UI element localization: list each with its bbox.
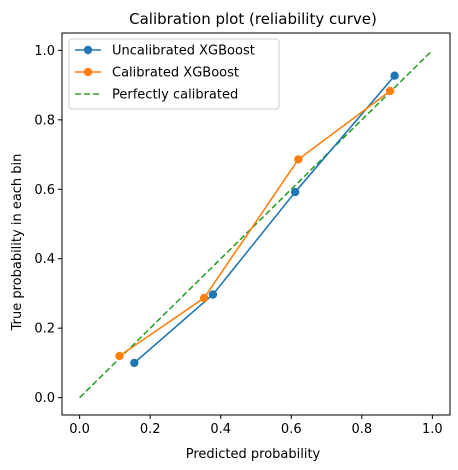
legend-label: Perfectly calibrated xyxy=(112,88,238,103)
chart-title: Calibration plot (reliability curve) xyxy=(129,10,377,28)
legend: Uncalibrated XGBoost Calibrated XGBoost Pe… xyxy=(68,38,280,110)
series-line xyxy=(119,90,391,357)
series-layer xyxy=(79,49,433,399)
data-point xyxy=(390,71,399,80)
axis-ticks: 0.0 0.2 0.4 0.6 0.8 1.0 0.0 0.2 0.4 0.6 0.8 1.0 xyxy=(34,44,442,437)
series-1 xyxy=(115,86,395,361)
legend-box xyxy=(68,38,280,110)
series-0 xyxy=(130,71,399,368)
data-point xyxy=(199,293,209,303)
x-tick-label: 0.2 xyxy=(140,422,161,437)
y-tick-label: 1.0 xyxy=(34,44,55,59)
legend-marker xyxy=(83,45,93,55)
data-point xyxy=(290,187,300,197)
legend-label: Calibrated XGBoost xyxy=(112,66,239,81)
data-point xyxy=(130,358,139,368)
data-point xyxy=(294,155,303,164)
data-point xyxy=(115,351,124,361)
legend-marker xyxy=(83,67,93,77)
y-tick-label: 0.4 xyxy=(34,252,55,267)
x-tick-label: 0.4 xyxy=(210,422,231,437)
x-tick-label: 1.0 xyxy=(422,422,443,437)
legend-label: Uncalibrated XGBoost xyxy=(112,44,255,59)
x-tick-label: 0.0 xyxy=(69,422,90,437)
data-point xyxy=(208,290,218,299)
data-point xyxy=(385,86,395,96)
series-2 xyxy=(79,49,433,399)
y-axis-label: True probability in each bin xyxy=(10,154,25,332)
series-line xyxy=(133,75,396,364)
x-tick-label: 0.8 xyxy=(351,422,372,437)
x-tick-label: 0.6 xyxy=(281,422,302,437)
y-tick-label: 0.0 xyxy=(34,391,55,406)
y-tick-label: 0.8 xyxy=(34,113,55,128)
x-axis-label: Predicted probability xyxy=(186,447,321,462)
series-line xyxy=(79,49,433,399)
plot-frame xyxy=(61,32,451,416)
y-tick-label: 0.6 xyxy=(34,183,55,198)
y-tick-label: 0.2 xyxy=(34,322,55,337)
